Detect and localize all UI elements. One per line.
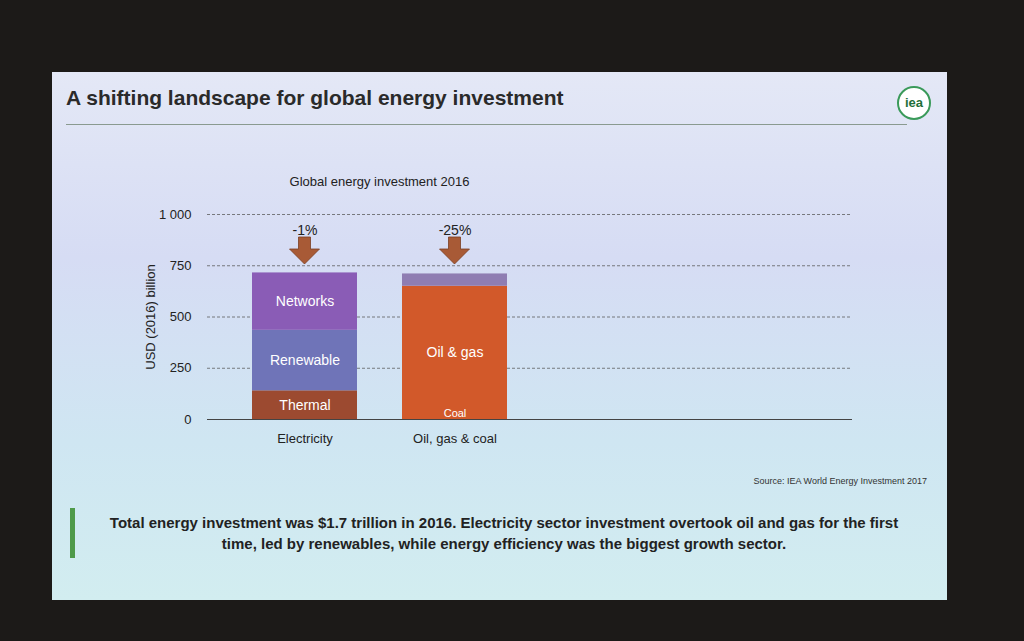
- svg-text:Oil, gas & coal: Oil, gas & coal: [413, 431, 497, 446]
- svg-text:Networks: Networks: [276, 293, 334, 309]
- svg-text:Thermal: Thermal: [279, 397, 330, 413]
- svg-text:0: 0: [184, 412, 191, 427]
- svg-text:Oil & gas: Oil & gas: [427, 344, 484, 360]
- svg-text:750: 750: [170, 258, 192, 273]
- html-text:Global energy investment 2016: Global energy investment 2016: [289, 174, 470, 189]
- svg-text:500: 500: [170, 309, 192, 324]
- svg-text:Electricity: Electricity: [277, 431, 333, 446]
- svg-text:250: 250: [170, 360, 192, 375]
- html-text:A shifting landscape for globa: A shifting landscape for global energy i…: [66, 86, 564, 109]
- svg-text:USD (2016) billion: USD (2016) billion: [143, 264, 158, 370]
- svg-text:Coal: Coal: [444, 407, 467, 419]
- html-text:iea: iea: [905, 95, 923, 110]
- svg-text:-25%: -25%: [439, 222, 472, 238]
- svg-text:Renewable: Renewable: [270, 352, 340, 368]
- svg-text:1 000: 1 000: [159, 207, 192, 222]
- svg-text:-1%: -1%: [293, 222, 318, 238]
- html-text:Source: IEA World Energy Inves: Source: IEA World Energy Investment 2017: [753, 476, 927, 486]
- html-text:Total energy investment was $1: Total energy investment was $1.7 trillio…: [109, 514, 899, 552]
